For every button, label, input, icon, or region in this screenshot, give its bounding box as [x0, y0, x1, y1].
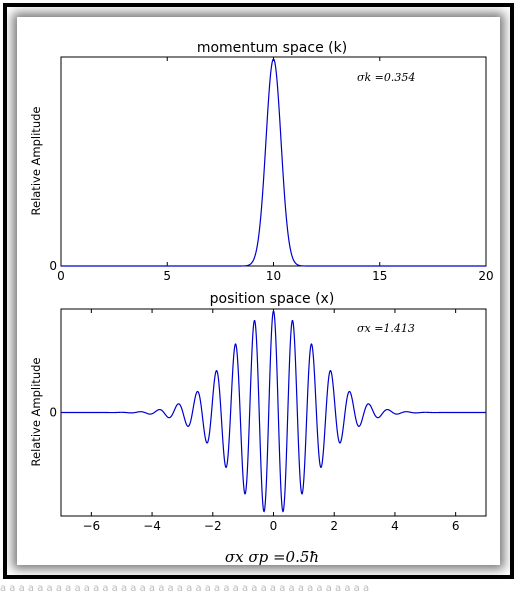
momentum-xtick-label: 20: [478, 269, 493, 283]
position-xtick-label: 2: [330, 519, 338, 533]
position-xtick-label: 4: [391, 519, 399, 533]
momentum-xtick-label: 15: [372, 269, 387, 283]
momentum-ytick-label: 0: [49, 259, 57, 273]
position-chart: position space (x) Relative Amplitude σx…: [29, 291, 487, 533]
momentum-series-line: [61, 58, 486, 267]
bottom-text-strip: a a a a a a a a a a a a a a a a a a a a …: [0, 583, 370, 594]
momentum-xtick-label: 10: [266, 269, 281, 283]
position-ylabel: Relative Amplitude: [29, 358, 43, 467]
momentum-ylabel: Relative Amplitude: [29, 107, 43, 216]
position-xtick-label: −4: [143, 519, 161, 533]
momentum-plot-area: [60, 56, 487, 267]
position-title: position space (x): [210, 291, 335, 307]
momentum-annotation: σk =0.354: [357, 71, 415, 84]
position-xtick-label: 0: [270, 519, 278, 533]
position-ytick-label: 0: [49, 406, 57, 420]
momentum-chart: momentum space (k) Relative Amplitude σk…: [29, 40, 494, 283]
momentum-xtick-label: 0: [57, 269, 65, 283]
momentum-title: momentum space (k): [197, 40, 347, 56]
position-annotation: σx =1.413: [357, 322, 415, 335]
momentum-xticks: 0 5 10 15 20: [57, 57, 494, 283]
position-series-line: [61, 309, 486, 513]
position-xtick-label: 6: [452, 519, 460, 533]
position-xticks: −6 −4 −2 0 2 4 6: [83, 309, 460, 533]
position-yticks: 0: [49, 406, 57, 420]
momentum-xtick-label: 5: [163, 269, 171, 283]
momentum-yticks: 0: [49, 259, 57, 273]
uncertainty-footer: σx σp =0.5ħ: [225, 548, 319, 566]
position-xtick-label: −6: [83, 519, 101, 533]
position-xtick-label: −2: [204, 519, 222, 533]
